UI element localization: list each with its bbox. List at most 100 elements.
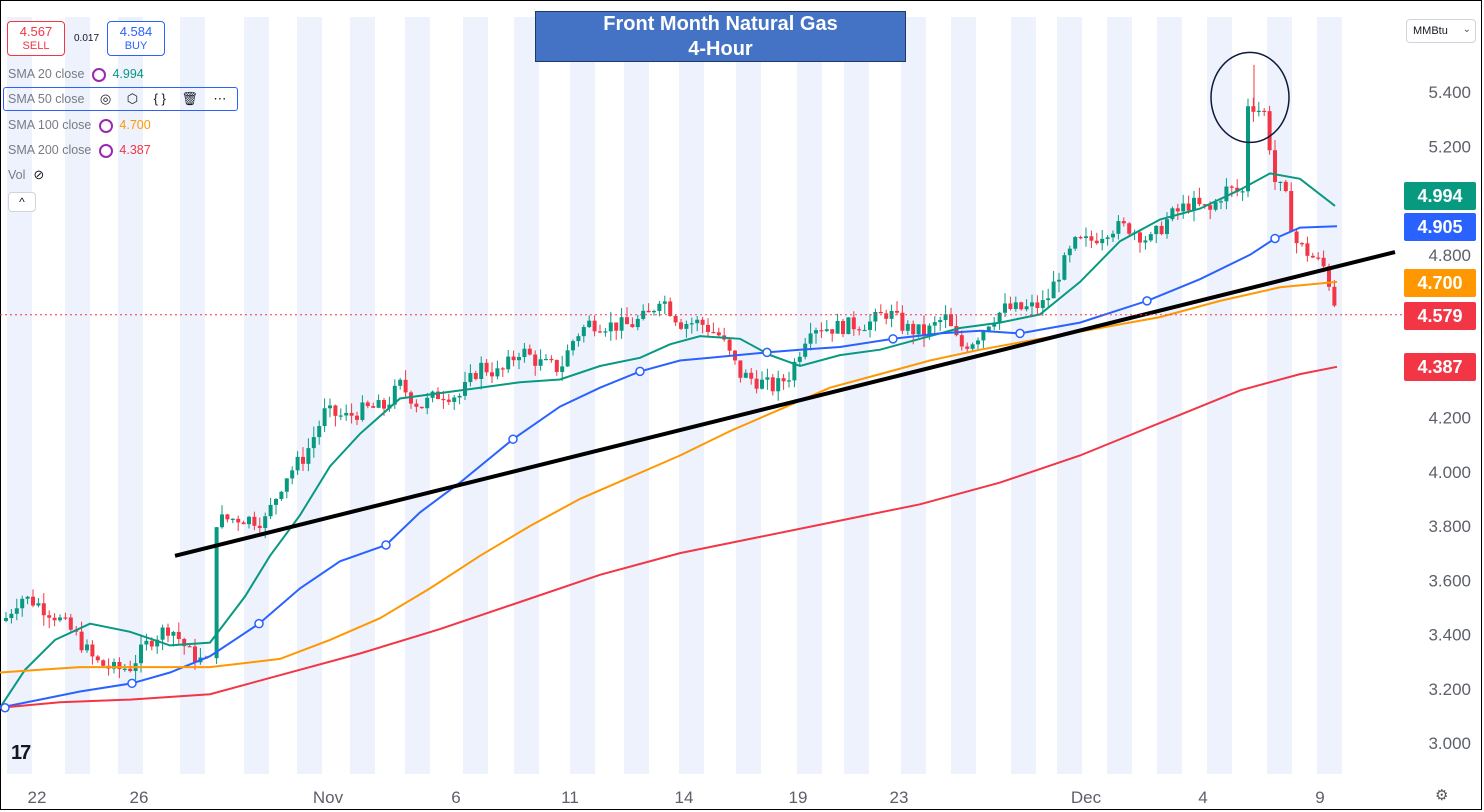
y-tick-label: 3.200	[1428, 680, 1471, 699]
candle-body	[1024, 306, 1029, 310]
candle-body	[1121, 221, 1126, 224]
candle	[889, 304, 894, 328]
candle	[646, 303, 651, 313]
eye-icon[interactable]: ◎	[99, 91, 112, 106]
sma50-marker	[1015, 328, 1025, 339]
candle	[743, 369, 748, 379]
candle	[1219, 198, 1223, 210]
session-band	[1317, 17, 1342, 774]
more-icon[interactable]: ⋯	[213, 91, 227, 106]
candle	[943, 305, 948, 329]
candle-body	[1100, 238, 1105, 244]
candle	[41, 593, 46, 626]
code-icon[interactable]: { }	[153, 91, 166, 106]
candle-body	[290, 470, 295, 479]
sma-line-2	[0, 225, 1338, 709]
candle	[706, 318, 710, 337]
candle-body	[230, 518, 235, 521]
x-tick-label: 4	[1198, 788, 1207, 807]
legend-sma200[interactable]: SMA 200 close 4.387	[8, 140, 151, 160]
candle-body	[884, 313, 889, 319]
candle-body	[355, 415, 359, 420]
candle	[4, 611, 8, 623]
price-tag: 4.994	[1404, 182, 1476, 210]
candle	[1235, 179, 1240, 197]
candle-body	[279, 491, 284, 499]
candle-body	[538, 359, 543, 366]
candle	[571, 339, 575, 356]
candle-body	[1175, 208, 1180, 212]
candle	[1078, 235, 1083, 240]
candle-body	[992, 323, 997, 327]
candle-body	[1294, 231, 1299, 244]
candle	[1089, 230, 1094, 249]
candle-body	[1040, 300, 1045, 309]
y-tick-label: 4.000	[1428, 463, 1471, 482]
legend-sma50[interactable]: SMA 50 close ◎ ⬡ { } 🗑 ⋯	[8, 89, 226, 109]
unit-selector[interactable]: MMBtu ⌄	[1406, 19, 1476, 43]
candle	[695, 315, 700, 332]
candle-body	[117, 661, 122, 670]
sell-button[interactable]: 4.567 SELL	[7, 21, 65, 56]
candle-body	[1235, 187, 1240, 192]
candle	[851, 311, 856, 336]
candle-body	[517, 357, 521, 361]
candle	[533, 350, 538, 376]
candle-body	[787, 380, 791, 382]
candle-body	[47, 615, 52, 618]
candle	[662, 295, 667, 315]
legend-sma200-label: SMA 200 close	[8, 143, 92, 157]
candle	[905, 320, 910, 335]
candle	[295, 451, 300, 475]
candle	[1030, 294, 1034, 316]
candle-body	[873, 311, 878, 322]
legend-collapse-button[interactable]: ^	[8, 192, 36, 212]
session-band	[244, 17, 269, 774]
candle	[873, 308, 878, 332]
candle	[868, 313, 872, 338]
candle	[576, 333, 581, 347]
candle-body	[398, 379, 403, 386]
y-tick-label: 4.200	[1428, 409, 1471, 428]
legend-sma20-value: 4.994	[112, 67, 144, 81]
settings-icon[interactable]: ⬡	[126, 91, 139, 106]
candle-body	[608, 322, 613, 332]
session-band	[118, 17, 143, 774]
sma50-marker	[888, 334, 898, 344]
candle-body	[214, 527, 219, 659]
candle	[506, 349, 511, 373]
chart-title: Front Month Natural Gas 4-Hour	[535, 11, 906, 62]
candle	[754, 370, 759, 394]
trash-icon[interactable]: 🗑	[181, 91, 198, 106]
candle	[317, 420, 322, 445]
candle	[603, 328, 608, 337]
candle-body	[1192, 197, 1196, 211]
candle-body	[295, 456, 300, 471]
settings-gear-icon[interactable]: ⚙	[1435, 787, 1449, 804]
candle	[511, 350, 516, 367]
candle	[301, 447, 305, 472]
candle	[311, 426, 316, 458]
candle-body	[1289, 191, 1294, 232]
candle	[241, 520, 246, 525]
price-tag: 4.387	[1404, 353, 1476, 381]
candle	[252, 511, 257, 531]
legend-selected-outline	[3, 87, 238, 111]
eye-crossed-icon[interactable]: ⊘	[33, 167, 45, 182]
candle-body	[592, 320, 597, 332]
candle-body	[20, 598, 25, 609]
buy-button[interactable]: 4.584 BUY	[107, 21, 165, 56]
legend-volume[interactable]: Vol ⊘	[8, 165, 44, 185]
candle-body	[160, 627, 165, 640]
candle-body	[792, 361, 797, 381]
candle	[673, 314, 678, 326]
candle-body	[85, 644, 89, 651]
candle-body	[959, 335, 964, 347]
candle-body	[841, 320, 845, 335]
session-band	[679, 17, 704, 774]
legend-sma20[interactable]: SMA 20 close 4.994	[8, 64, 144, 84]
legend-sma100[interactable]: SMA 100 close 4.700	[8, 115, 151, 135]
candle-body	[954, 326, 959, 336]
candle	[52, 613, 57, 627]
